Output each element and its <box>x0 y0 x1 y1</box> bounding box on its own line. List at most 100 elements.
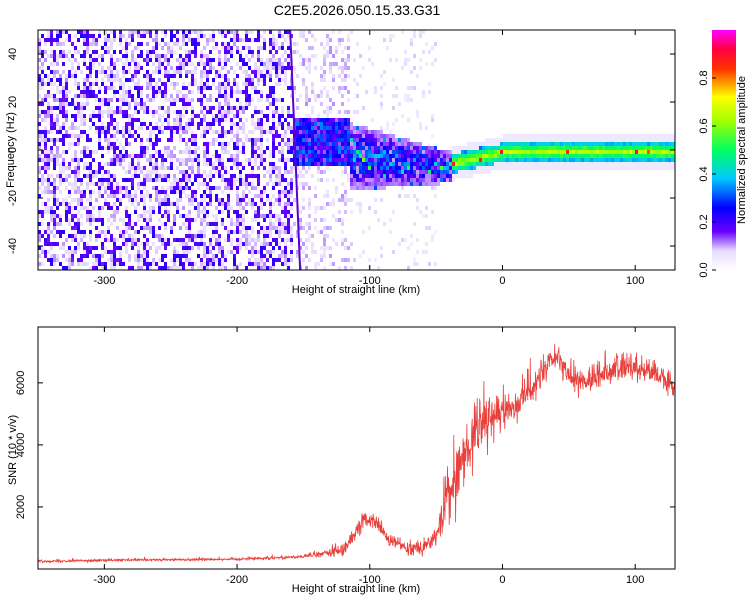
spectrogram-cell <box>227 78 230 82</box>
spectrogram-cell <box>119 262 122 266</box>
spectrogram-cell <box>170 38 173 42</box>
spectrogram-cell <box>524 154 527 158</box>
spectrogram-cell <box>53 38 56 42</box>
spectrogram-cell <box>380 126 383 130</box>
spectrogram-cell <box>116 198 119 202</box>
spectrogram-cell <box>230 90 233 94</box>
spectrogram-cell <box>95 218 98 222</box>
spectrogram-cell <box>53 126 56 130</box>
spectrogram-cell <box>323 206 326 210</box>
spectrogram-cell <box>359 202 362 206</box>
spectrogram-cell <box>488 162 491 166</box>
spectrogram-cell <box>251 142 254 146</box>
spectrogram-cell <box>449 166 452 170</box>
spectrogram-cell <box>167 198 170 202</box>
spectrogram-cell <box>173 254 176 258</box>
spectrogram-cell <box>389 158 392 162</box>
spectrogram-cell <box>311 154 314 158</box>
spectrogram-cell <box>152 262 155 266</box>
spectrogram-cell <box>302 34 305 38</box>
spectrogram-cell <box>344 158 347 162</box>
spectrogram-cell <box>212 246 215 250</box>
spectrogram-cell <box>224 178 227 182</box>
spectrogram-cell <box>74 82 77 86</box>
spectrogram-cell <box>62 122 65 126</box>
spectrogram-cell <box>371 170 374 174</box>
spectrogram-cell <box>56 38 59 42</box>
spectrogram-cell <box>98 118 101 122</box>
spectrogram-cell <box>116 110 119 114</box>
spectrogram-cell <box>359 150 362 154</box>
spectrogram-cell <box>101 146 104 150</box>
spectrogram-cell <box>44 178 47 182</box>
spectrogram-cell <box>188 150 191 154</box>
spectrogram-cell <box>314 210 317 214</box>
spectrogram-cell <box>248 262 251 266</box>
spectrogram-cell <box>131 30 134 34</box>
spectrogram-cell <box>371 138 374 142</box>
spectrogram-cell <box>656 134 659 138</box>
spectrogram-cell <box>281 158 284 162</box>
spectrogram-cell <box>170 258 173 262</box>
spectrogram-cell <box>128 126 131 130</box>
spectrogram-cell <box>332 62 335 66</box>
spectrogram-cell <box>218 70 221 74</box>
spectrogram-cell <box>110 238 113 242</box>
spectrogram-cell <box>335 154 338 158</box>
spectrogram-cell <box>215 230 218 234</box>
spectrogram-cell <box>146 54 149 58</box>
spectrogram-cell <box>272 166 275 170</box>
spectrogram-cell <box>227 214 230 218</box>
spectrogram-cell <box>536 134 539 138</box>
spectrogram-cell <box>353 78 356 82</box>
snr-frame <box>37 326 676 570</box>
spectrogram-cell <box>80 198 83 202</box>
spectrogram-cell <box>533 134 536 138</box>
spectrogram-cell <box>302 30 305 34</box>
spectrogram-cell <box>293 86 296 90</box>
spectrogram-cell <box>50 106 53 110</box>
spectrogram-cell <box>86 206 89 210</box>
spectrogram-cell <box>413 146 416 150</box>
spectrogram-cell <box>257 126 260 130</box>
spectrogram-cell <box>428 150 431 154</box>
spectrogram-cell <box>314 142 317 146</box>
spectrogram-cell <box>344 126 347 130</box>
spectrogram-cell <box>341 158 344 162</box>
spectrogram-cell <box>572 158 575 162</box>
spectrogram-cell <box>434 170 437 174</box>
spectrogram-cell <box>86 74 89 78</box>
spectrogram-cell <box>152 62 155 66</box>
spectrogram-cell <box>287 210 290 214</box>
spectrogram-cell <box>254 218 257 222</box>
spectrogram-cell <box>605 134 608 138</box>
spectrogram-cell <box>500 138 503 142</box>
spectrogram-cell <box>56 86 59 90</box>
spectrogram-cell <box>326 226 329 230</box>
spectrogram-cell <box>200 194 203 198</box>
spectrogram-cell <box>299 182 302 186</box>
spectrogram-cell <box>242 150 245 154</box>
spectrogram-cell <box>215 254 218 258</box>
spectrogram-cell <box>47 230 50 234</box>
spectrogram-cell <box>356 162 359 166</box>
spectrogram-cell <box>80 118 83 122</box>
spectrogram-cell <box>125 170 128 174</box>
spectrogram-cell <box>131 174 134 178</box>
spectrogram-cell <box>113 150 116 154</box>
spectrogram-cell <box>326 166 329 170</box>
spectrogram-cell <box>365 146 368 150</box>
spectrogram-cell <box>293 198 296 202</box>
spectrogram-cell <box>575 158 578 162</box>
spectrogram-cell <box>338 42 341 46</box>
spectrogram-cell <box>272 138 275 142</box>
spectrogram-cell <box>293 66 296 70</box>
spectrogram-cell <box>152 70 155 74</box>
spectrogram-cell <box>143 74 146 78</box>
spectrogram-cell <box>296 150 299 154</box>
spectrogram-cell <box>191 158 194 162</box>
spectrogram-cell <box>101 174 104 178</box>
spectrogram-cell <box>254 194 257 198</box>
spectrogram-cell <box>155 186 158 190</box>
spectrogram-cell <box>221 126 224 130</box>
